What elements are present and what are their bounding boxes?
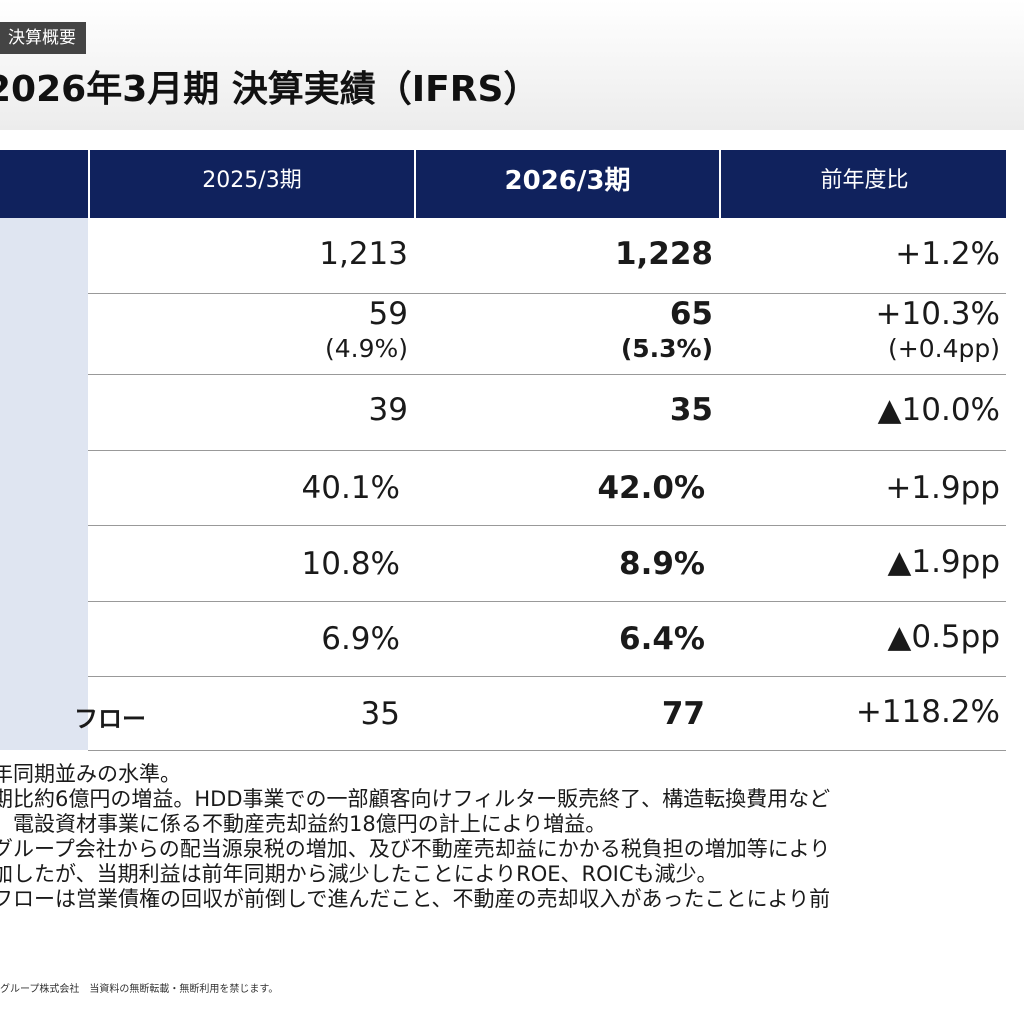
prev-value: 1,213 [319,236,408,272]
column-header-current-year: 2026/3期 [414,150,719,218]
table-row: 59 (4.9%) 65 (5.3%) +10.3% (+0.4pp) [88,294,1006,375]
yoy-sub: (+0.4pp) [888,334,1000,363]
note-line: 、電設資材事業に係る不動産売却益約18億円の計上により増益。 [0,812,607,836]
table-row: 40.1% 42.0% +1.9pp [88,451,1006,526]
page-title: 2026年3月期 決算実績（IFRS） [0,69,540,110]
yoy-value: +118.2% [855,694,1000,730]
prev-sub: (4.9%) [324,334,408,363]
yoy-value: +1.9pp [885,470,1000,506]
prev-main: 59 [368,296,408,332]
prev-value: 59 (4.9%) [325,296,408,363]
yoy-value: +1.2% [895,236,1000,272]
table-row: フロー 35 77 +118.2% [74,677,1006,751]
note-line: フローは営業債権の回収が前倒しで進んだこと、不動産の売却収入があったことにより前 [0,887,831,911]
note-line: グループ会社からの配当源泉税の増加、及び不動産売却益にかかる税負担の増加等により [0,837,831,861]
prev-value: 35 [360,696,400,732]
curr-value: 6.4% [619,621,705,657]
note-line: 年同期並みの水準。 [0,762,181,786]
curr-main: 65 [669,296,713,332]
curr-value: 65 (5.3%) [621,296,713,363]
prev-value: 40.1% [301,470,400,506]
table-row: 10.8% 8.9% ▲1.9pp [88,526,1006,602]
note-line: 加したが、当期利益は前年同期から減少したことによりROE、ROICも減少。 [0,862,718,886]
yoy-value: ▲0.5pp [887,619,1001,655]
curr-sub: (5.3%) [620,334,713,363]
section-tag: 決算概要 [0,22,86,54]
column-header-prev-year: 2025/3期 [88,150,414,218]
row-label: フロー [74,705,146,733]
yoy-value: ▲1.9pp [887,544,1001,580]
table-row: 39 35 ▲10.0% [88,375,1006,451]
prev-value: 6.9% [321,621,400,657]
note-line: 期比約6億円の増益。HDD事業での一部顧客向けフィルター販売終了、構造転換費用な… [0,787,831,811]
notes: 年同期並みの水準。 期比約6億円の増益。HDD事業での一部顧客向けフィルター販売… [0,762,1024,912]
curr-value: 35 [669,392,713,428]
prev-value: 10.8% [301,546,400,582]
column-header-yoy: 前年度比 [719,150,1008,218]
row-label-column [0,218,88,750]
curr-value: 42.0% [597,470,705,506]
curr-value: 8.9% [619,546,705,582]
yoy-value: ▲10.0% [877,392,1000,428]
curr-value: 77 [661,696,705,732]
header-band [0,0,1024,130]
table-row: 6.9% 6.4% ▲0.5pp [88,602,1006,677]
yoy-main: +10.3% [875,296,1000,332]
footer-copyright: グループ株式会社 当資料の無断転載・無断利用を禁じます。 [0,984,279,995]
table-header: 2025/3期 2026/3期 前年度比 [0,150,1006,218]
prev-value: 39 [368,392,408,428]
curr-value: 1,228 [614,236,713,272]
table-row: 1,213 1,228 +1.2% [88,218,1006,294]
yoy-value: +10.3% (+0.4pp) [876,296,1000,363]
